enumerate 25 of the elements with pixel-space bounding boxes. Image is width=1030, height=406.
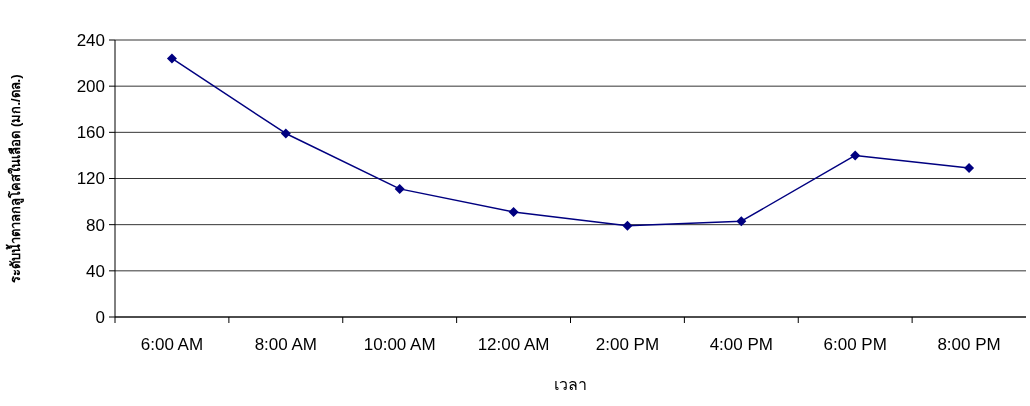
point: [850, 150, 861, 161]
point: [964, 163, 975, 174]
x-tick-label: 8:00 PM: [937, 335, 1001, 354]
y-tick-label: 40: [86, 261, 105, 281]
x-tick-label: 10:00 AM: [363, 335, 436, 354]
y-tick-label: 80: [86, 215, 105, 235]
y-tick-label: 120: [76, 169, 105, 189]
point: [394, 183, 405, 194]
point: [508, 206, 519, 217]
y-tick-label: 160: [76, 123, 105, 143]
x-axis-title: เวลา: [554, 376, 587, 393]
x-tick-label: 6:00 PM: [823, 335, 887, 354]
x-tick-label: 6:00 AM: [140, 335, 204, 354]
x-tick-label: 4:00 PM: [709, 335, 773, 354]
y-tick-label: 0: [95, 307, 105, 327]
y-tick-label: 240: [76, 30, 105, 50]
y-tick-label: 200: [76, 77, 105, 97]
point: [280, 128, 291, 139]
y-axis-title: ระดับน้ำตาลกลูโคสในเลือด (มก./ดล.): [5, 74, 24, 283]
x-tick-label: 8:00 AM: [254, 335, 317, 354]
point: [622, 220, 633, 231]
point: [736, 216, 747, 227]
point: [166, 53, 177, 64]
x-tick-label: 12:00 AM: [477, 335, 550, 354]
x-tick-label: 2:00 PM: [595, 335, 660, 354]
